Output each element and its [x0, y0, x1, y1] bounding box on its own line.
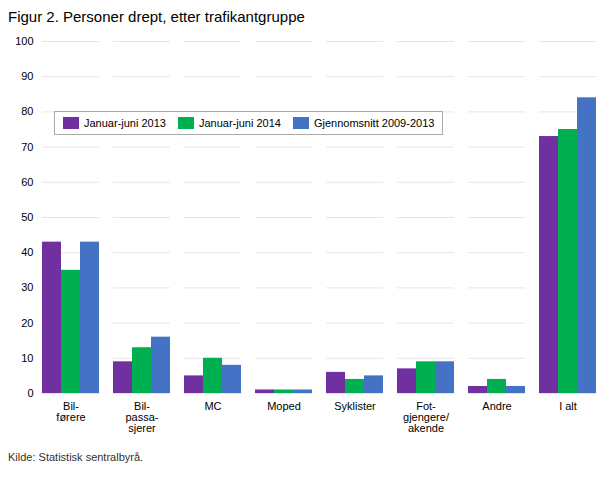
html-text:Januar-juni 2014: Januar-juni 2014: [199, 117, 281, 129]
svg-text:Moped: Moped: [267, 400, 301, 412]
svg-text:30: 30: [21, 281, 33, 293]
svg-text:20: 20: [21, 317, 33, 329]
html-text:Figur 2. Personer drept, etter: Figur 2. Personer drept, etter trafikant…: [8, 8, 305, 25]
svg-text:Fot-gjengere/akende: Fot-gjengere/akende: [403, 400, 450, 434]
svg-text:10: 10: [21, 352, 33, 364]
html-text:Gjennomsnitt 2009-2013: Gjennomsnitt 2009-2013: [313, 117, 435, 129]
svg-text:80: 80: [21, 105, 33, 117]
svg-text:0: 0: [27, 387, 33, 399]
svg-text:70: 70: [21, 141, 33, 153]
html-text:Kilde: Statistisk sentralbyrå.: Kilde: Statistisk sentralbyrå.: [8, 451, 144, 463]
svg-text:I alt: I alt: [559, 400, 577, 412]
svg-text:Bil-passa-sjerer: Bil-passa-sjerer: [125, 400, 158, 434]
svg-text:50: 50: [21, 211, 33, 223]
svg-text:60: 60: [21, 176, 33, 188]
svg-text:40: 40: [21, 246, 33, 258]
html-text:Januar-juni 2013: Januar-juni 2013: [84, 117, 166, 129]
svg-text:Andre: Andre: [482, 400, 511, 412]
svg-text:MC: MC: [204, 400, 221, 412]
svg-text:Bil-førere: Bil-førere: [56, 400, 85, 423]
svg-text:100: 100: [15, 35, 33, 47]
svg-text:90: 90: [21, 70, 33, 82]
svg-text:Syklister: Syklister: [334, 400, 376, 412]
